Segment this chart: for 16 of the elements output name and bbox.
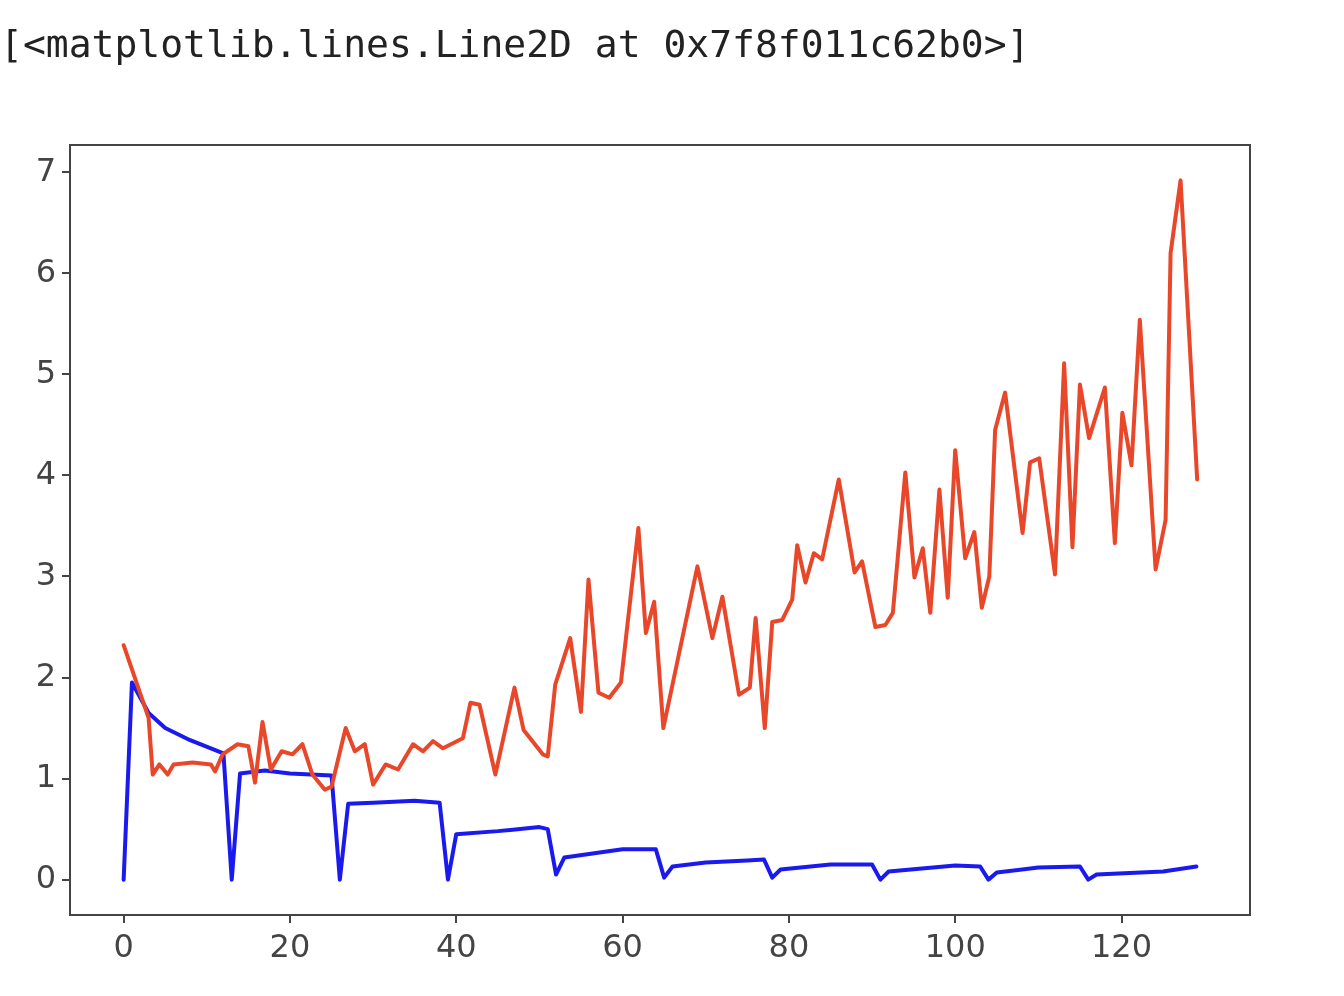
y-tick-label: 2 [35,655,56,694]
y-tick-label: 1 [35,756,56,795]
text: [<matplotlib.lines.Line2D at 0x7f8f011c62b0>] [0,22,1030,66]
x-tick-label: 60 [602,926,643,965]
x-tick-label: 0 [113,926,134,965]
y-tick-label: 3 [35,554,56,593]
y-tick-label: 0 [35,857,56,896]
y-tick-label: 6 [35,251,56,290]
y-tick-label: 5 [35,352,56,391]
x-tick-label: 120 [1090,926,1153,965]
x-tick-label: 100 [924,926,986,965]
x-tick-label: 40 [435,926,477,965]
x-tick-label: 80 [768,926,810,965]
x-tick-label: 20 [269,926,311,965]
y-tick-label: 4 [35,453,56,492]
y-tick-label: 7 [35,150,56,189]
